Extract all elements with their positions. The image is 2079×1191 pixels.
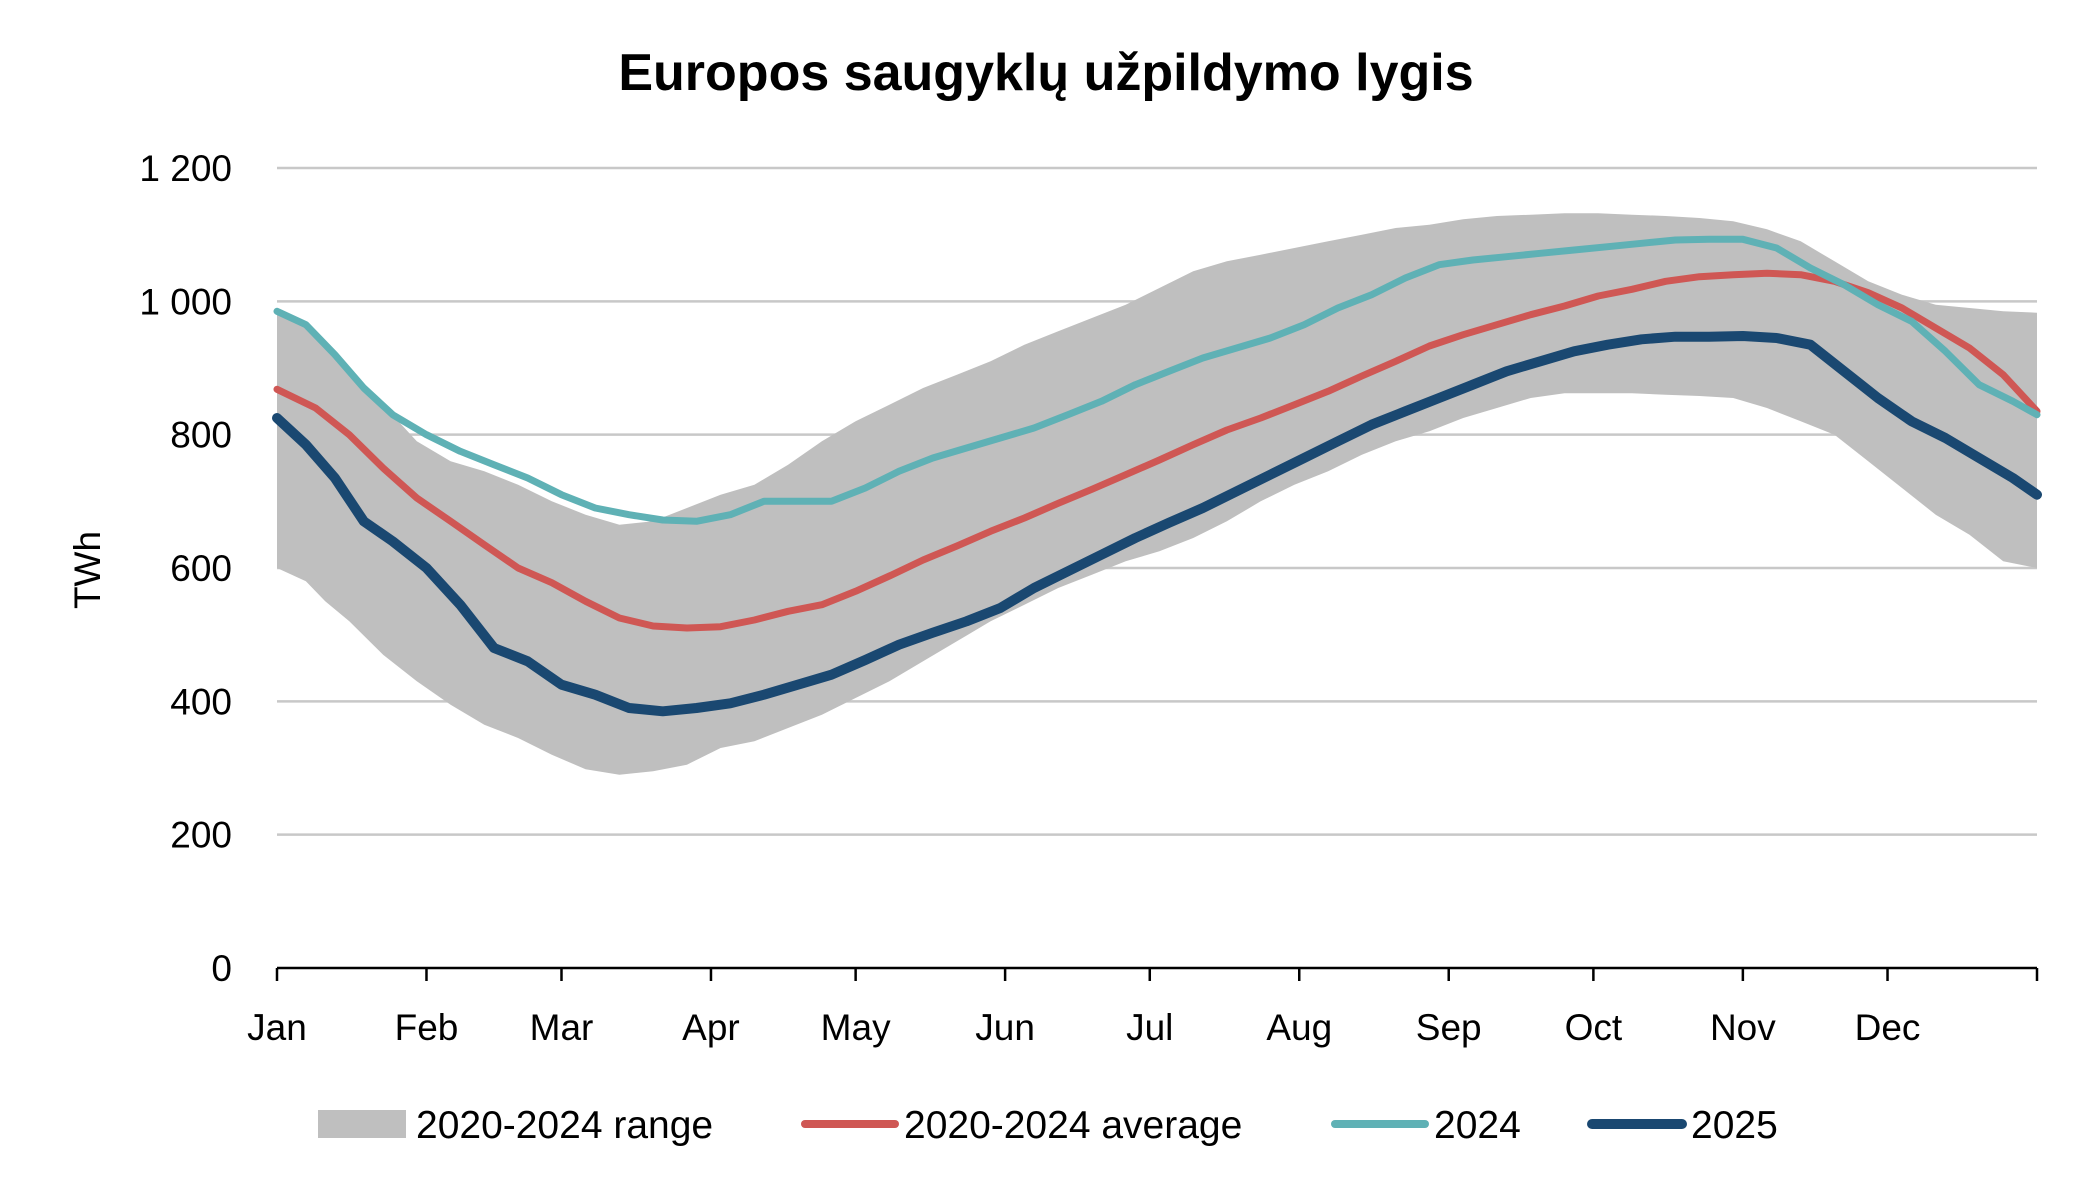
x-tick-label: Aug (1266, 1007, 1332, 1048)
y-tick-label: 1 200 (139, 148, 232, 189)
legend-label-2024: 2024 (1434, 1104, 1521, 1147)
legend-label-average: 2020-2024 average (904, 1104, 1242, 1147)
legend-label-range: 2020-2024 range (416, 1104, 713, 1147)
x-tick-labels: Jan Feb Mar Apr May Jun Jul Aug Sep Oct Nov Dec (247, 1007, 1920, 1048)
y-tick-label: 0 (211, 948, 232, 989)
x-tick-label: Jun (975, 1007, 1035, 1048)
legend-label-2025: 2025 (1691, 1104, 1778, 1147)
y-tick-label: 400 (170, 681, 232, 722)
y-tick-label: 800 (170, 415, 232, 456)
x-tick-label: Oct (1565, 1007, 1623, 1048)
y-tick-label: 600 (170, 548, 232, 589)
x-tick-label: Jan (247, 1007, 307, 1048)
legend: 2020-2024 range 2020-2024 average 2024 2… (318, 1104, 1778, 1147)
range-band (277, 213, 2037, 775)
chart-title: Europos saugyklų užpildymo lygis (618, 44, 1473, 102)
y-tick-label: 1 000 (139, 281, 232, 322)
series-layer (272, 235, 2042, 717)
x-tick-label: Jul (1126, 1007, 1173, 1048)
x-tick-label: Mar (530, 1007, 594, 1048)
x-tick-label: Apr (682, 1007, 740, 1048)
x-tick-label: Feb (395, 1007, 459, 1048)
series-line-2024 (273, 235, 2041, 525)
x-tick-label: Nov (1710, 1007, 1776, 1048)
x-tick-label: May (821, 1007, 891, 1048)
series-line-2020-2024-average (273, 269, 2041, 632)
series-line-2025 (272, 331, 2042, 717)
y-tick-label: 200 (170, 815, 232, 856)
range-layer (277, 213, 2037, 775)
x-tick-label: Dec (1855, 1007, 1921, 1048)
y-axis-title: TWh (67, 531, 108, 609)
y-axis: 0 200 400 600 800 1 000 1 200 (139, 148, 232, 989)
x-axis (275, 966, 2039, 981)
x-tick-label: Sep (1416, 1007, 1482, 1048)
legend-swatch-range (318, 1110, 406, 1138)
